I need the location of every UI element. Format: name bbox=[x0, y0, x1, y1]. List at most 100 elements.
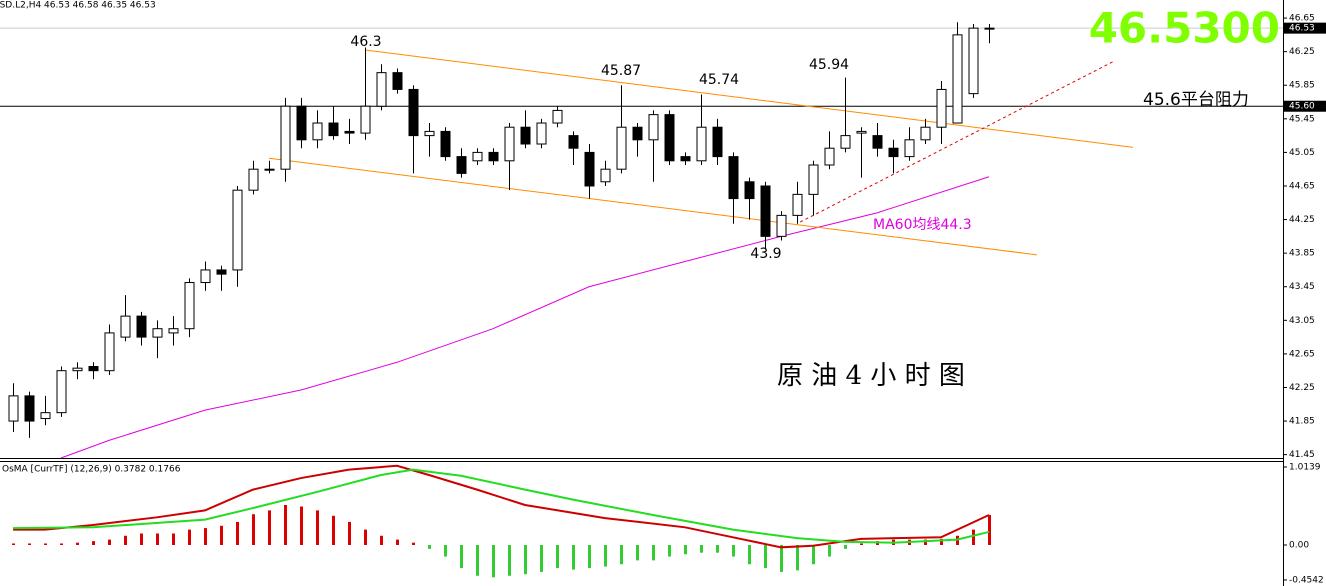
y-tick-label: 41.45 bbox=[1289, 450, 1315, 460]
histogram-bar bbox=[796, 545, 799, 571]
candle-body bbox=[360, 105, 371, 134]
histogram-bar bbox=[860, 543, 863, 545]
candle-body bbox=[312, 122, 323, 141]
histogram-bar bbox=[828, 545, 831, 557]
candle-body bbox=[776, 214, 787, 237]
candle-body bbox=[728, 156, 739, 200]
histogram-bar bbox=[348, 521, 351, 545]
histogram-bar bbox=[156, 533, 159, 545]
line-series bbox=[13, 464, 990, 549]
histogram-bar bbox=[636, 545, 639, 561]
candle-body bbox=[344, 130, 355, 134]
candle-body bbox=[552, 109, 563, 124]
annotation: 45.94 bbox=[809, 57, 849, 73]
candle-body bbox=[184, 282, 195, 330]
line-series bbox=[60, 176, 990, 459]
y-tick-label: 46.25 bbox=[1289, 47, 1315, 57]
annotation: 46.3 bbox=[350, 34, 381, 50]
candle-body bbox=[568, 135, 579, 149]
histogram-bar bbox=[364, 529, 367, 545]
y-tick-label: 43.85 bbox=[1289, 249, 1315, 259]
histogram-bar bbox=[92, 541, 95, 545]
histogram-bar bbox=[476, 545, 479, 576]
histogram-bar bbox=[604, 545, 607, 567]
candle-body bbox=[504, 126, 515, 162]
histogram-bar bbox=[316, 510, 319, 545]
y-tick-label: 44.25 bbox=[1289, 215, 1315, 225]
histogram-bar bbox=[524, 545, 527, 575]
y-tick-label: 45.05 bbox=[1289, 148, 1315, 158]
candle-body bbox=[696, 126, 707, 162]
candle-body bbox=[584, 151, 595, 187]
price-tag bbox=[1284, 22, 1326, 34]
histogram-bar bbox=[412, 542, 415, 545]
histogram-bar bbox=[700, 545, 703, 553]
histogram-bar bbox=[988, 515, 991, 545]
y-tick-label: 45.45 bbox=[1289, 114, 1315, 124]
candle-body bbox=[616, 126, 627, 170]
price-tag bbox=[1284, 100, 1326, 112]
histogram-bar bbox=[236, 521, 239, 545]
annotation: 43.9 bbox=[750, 246, 781, 262]
histogram-bar bbox=[284, 505, 287, 545]
candle-body bbox=[392, 72, 403, 90]
histogram-bar bbox=[76, 542, 79, 545]
y-tick-label: 45.85 bbox=[1289, 81, 1315, 91]
candle-body bbox=[328, 122, 339, 137]
histogram-bar bbox=[444, 545, 447, 557]
candle-body bbox=[88, 365, 99, 372]
candle-body bbox=[456, 156, 467, 174]
histogram-bar bbox=[924, 539, 927, 545]
histogram-bar bbox=[28, 543, 31, 545]
histogram-bar bbox=[716, 545, 719, 553]
line-series bbox=[799, 61, 1114, 223]
candle-body bbox=[840, 135, 851, 149]
histogram-bar bbox=[252, 514, 255, 545]
histogram-bar bbox=[540, 545, 543, 572]
candle-body bbox=[200, 269, 211, 284]
histogram-bar bbox=[972, 529, 975, 545]
line-series bbox=[12, 468, 990, 544]
candle-body bbox=[792, 193, 803, 216]
candle-body bbox=[808, 164, 819, 195]
histogram-bar bbox=[460, 545, 463, 569]
annotation: 45.74 bbox=[699, 72, 739, 88]
candle-body bbox=[856, 130, 867, 134]
candle-body bbox=[632, 126, 643, 141]
candle-body bbox=[424, 130, 435, 137]
candle-body bbox=[760, 185, 771, 237]
candle-body bbox=[712, 126, 723, 158]
histogram-bar bbox=[380, 535, 383, 545]
candle-body bbox=[280, 105, 291, 170]
histogram-bar bbox=[620, 545, 623, 565]
y-tick-label: 46.65 bbox=[1289, 14, 1315, 24]
candle-body bbox=[888, 147, 899, 158]
histogram-bar bbox=[140, 533, 143, 545]
histogram-bar bbox=[844, 545, 847, 549]
osma-label: OsMA [CurrTF] (12,26,9) 0.3782 0.1766 bbox=[2, 465, 181, 475]
histogram-bar bbox=[684, 545, 687, 555]
candle-body bbox=[536, 122, 547, 145]
candle-body bbox=[264, 168, 275, 171]
y-tick-label: 44.65 bbox=[1289, 181, 1315, 191]
y-tick-label: 42.25 bbox=[1289, 383, 1315, 393]
histogram-bar bbox=[508, 545, 511, 576]
y-tick-label: 0.00 bbox=[1289, 541, 1309, 551]
candle-body bbox=[952, 34, 963, 124]
histogram-bar bbox=[428, 545, 431, 549]
histogram-bar bbox=[668, 545, 671, 557]
candle-body bbox=[136, 315, 147, 338]
histogram-bar bbox=[812, 545, 815, 565]
candle-body bbox=[72, 367, 83, 372]
annotation: 45.6平台阻力 bbox=[1143, 90, 1249, 110]
candle-body bbox=[488, 151, 499, 162]
candle-body bbox=[104, 332, 115, 372]
candle-body bbox=[408, 88, 419, 137]
candle-body bbox=[152, 328, 163, 338]
histogram-bar bbox=[940, 538, 943, 545]
histogram-bar bbox=[60, 543, 63, 545]
candle-body bbox=[936, 88, 947, 128]
histogram-bar bbox=[124, 535, 127, 545]
annotation: MA60均线44.3 bbox=[873, 217, 972, 233]
histogram-bar bbox=[588, 545, 591, 569]
